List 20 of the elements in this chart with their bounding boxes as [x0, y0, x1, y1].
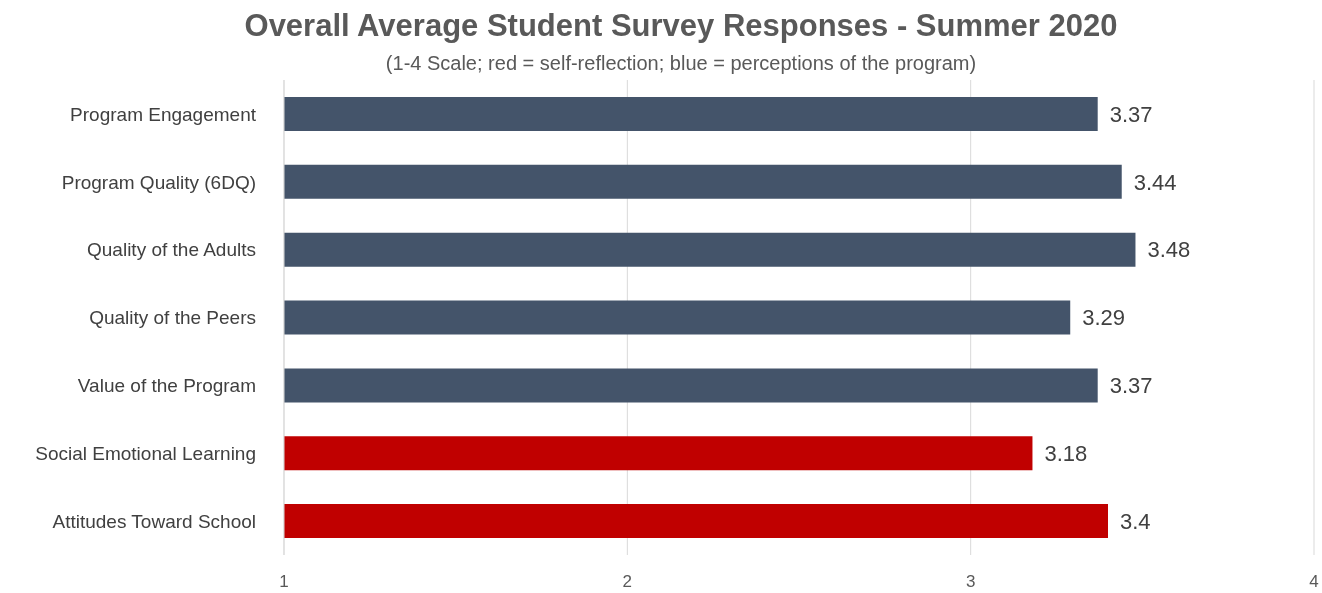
y-tick-label: Quality of the Adults [87, 239, 256, 261]
data-label: 3.44 [1133, 169, 1177, 195]
data-label: 3.37 [1109, 373, 1153, 399]
y-tick-label: Program Engagement [70, 103, 257, 125]
x-tick-label: 1 [279, 572, 289, 592]
x-tick-label: 2 [622, 572, 633, 592]
data-label: 3.37 [1109, 101, 1153, 127]
y-tick-label: Program Quality (6DQ) [61, 171, 256, 193]
data-label: 3.29 [1082, 305, 1126, 331]
y-tick-label: Value of the Program [77, 375, 256, 397]
y-tick-label: Social Emotional Learning [35, 442, 256, 464]
y-tick-label: Quality of the Peers [89, 307, 256, 329]
chart-subtitle: (1-4 Scale; red = self-reflection; blue = perceptions of the program) [384, 52, 978, 75]
chart-title: Overall Average Student Survey Responses - Summer 2020 [243, 8, 1119, 44]
x-tick-label: 3 [965, 572, 976, 592]
data-label: 3.48 [1147, 237, 1191, 263]
data-label: 3.18 [1044, 441, 1088, 467]
x-tick-label: 4 [1309, 572, 1319, 592]
data-label: 3.4 [1120, 508, 1151, 534]
y-tick-label: Attitudes Toward School [52, 510, 256, 532]
